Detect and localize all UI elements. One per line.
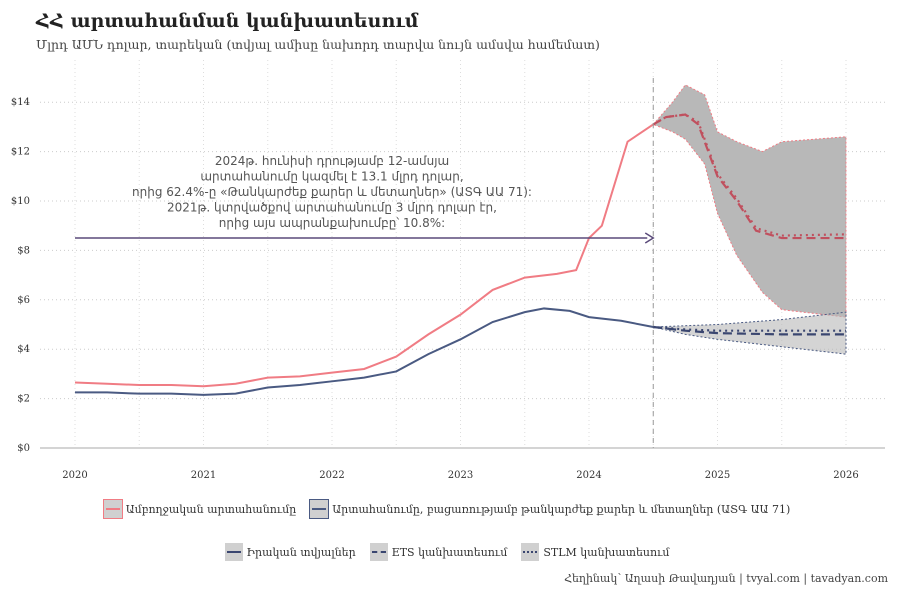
- y-tick-label: $12: [11, 147, 30, 158]
- annotation-text: 2024թ. հունիսի դրությամբ 12-ամսյա: [215, 154, 449, 168]
- legend-key-dot: [521, 543, 540, 561]
- legend-item-actual: Իրական տվյալներ: [224, 543, 356, 561]
- y-tick-label: $6: [17, 295, 30, 306]
- legend-label: Արտահանումը, բացառությամբ թանկարժեք քարե…: [332, 502, 791, 516]
- series-line-total-actual: [74, 123, 654, 388]
- legend-label: STLM կանխատեսում: [543, 545, 670, 559]
- caption: Հեղինակ՝ Աղասի Թավադյան | tvyal.com | ta…: [564, 572, 888, 585]
- legend-key-total: [102, 499, 123, 519]
- legend-label: ETS կանխատեսում: [391, 545, 508, 559]
- y-tick-label: $2: [17, 394, 30, 405]
- y-tick-label: $8: [17, 245, 30, 256]
- arrowhead-icon: [644, 232, 655, 244]
- forecast-band-excl: [653, 311, 847, 355]
- legend-label: Ամբողջական արտահանումը: [125, 502, 297, 516]
- annotation-text: արտահանումը կազմել է 13.1 մլրդ դոլար,: [200, 170, 463, 184]
- y-tick-label: $14: [11, 97, 30, 108]
- y-tick-label: $10: [11, 196, 30, 207]
- chart-title: ՀՀ արտահանման կանխատեսում: [36, 10, 419, 32]
- x-tick-label: 2020: [62, 470, 87, 481]
- legend-label: Իրական տվյալներ: [246, 545, 356, 559]
- legend-series: Ամբողջական արտահանումը Արտահանումը, բացա…: [0, 499, 900, 519]
- legend-item-ets: ETS կանխատեսում: [369, 543, 508, 561]
- annotation-text: 2021թ. կտրվածքով արտահանումը 3 մլրդ դոլա…: [167, 201, 497, 215]
- legend-item-stlm: STLM կանխատեսում: [521, 543, 670, 561]
- legend-item-total: Ամբողջական արտահանումը: [102, 499, 297, 519]
- legend-type: Իրական տվյալներ ETS կանխատեսում STLM կան…: [0, 543, 900, 561]
- x-tick-label: 2021: [191, 470, 216, 481]
- x-tick-label: 2024: [576, 470, 601, 481]
- annotation-text: որից 62.4%-ը «Թանկարժեք քարեր և մետաղներ…: [132, 185, 532, 199]
- legend-key-solid: [224, 543, 243, 561]
- chart-subtitle: Մլրդ ԱՄՆ դոլար, տարեկան (տվյալ ամիսը նախ…: [36, 37, 600, 52]
- forecast-band-total: [652, 84, 847, 318]
- series-line-excl-actual: [75, 307, 654, 396]
- series-line-excl-stlm: [653, 325, 846, 332]
- annotation-text: որից այս ապրանքախումբը՝ 10.8%:: [219, 216, 445, 230]
- series-line-total-ets: [652, 113, 846, 240]
- y-tick-label: $0: [17, 443, 30, 454]
- x-tick-label: 2025: [705, 470, 730, 481]
- y-tick-label: $4: [17, 344, 30, 355]
- legend-key-dash: [369, 543, 388, 561]
- x-tick-label: 2026: [833, 470, 858, 481]
- legend-item-excl: Արտահանումը, բացառությամբ թանկարժեք քարե…: [309, 499, 791, 519]
- series-line-excl-ets: [653, 325, 846, 336]
- legend-key-excl: [309, 499, 330, 519]
- x-tick-label: 2023: [448, 470, 473, 481]
- x-tick-label: 2022: [319, 470, 344, 481]
